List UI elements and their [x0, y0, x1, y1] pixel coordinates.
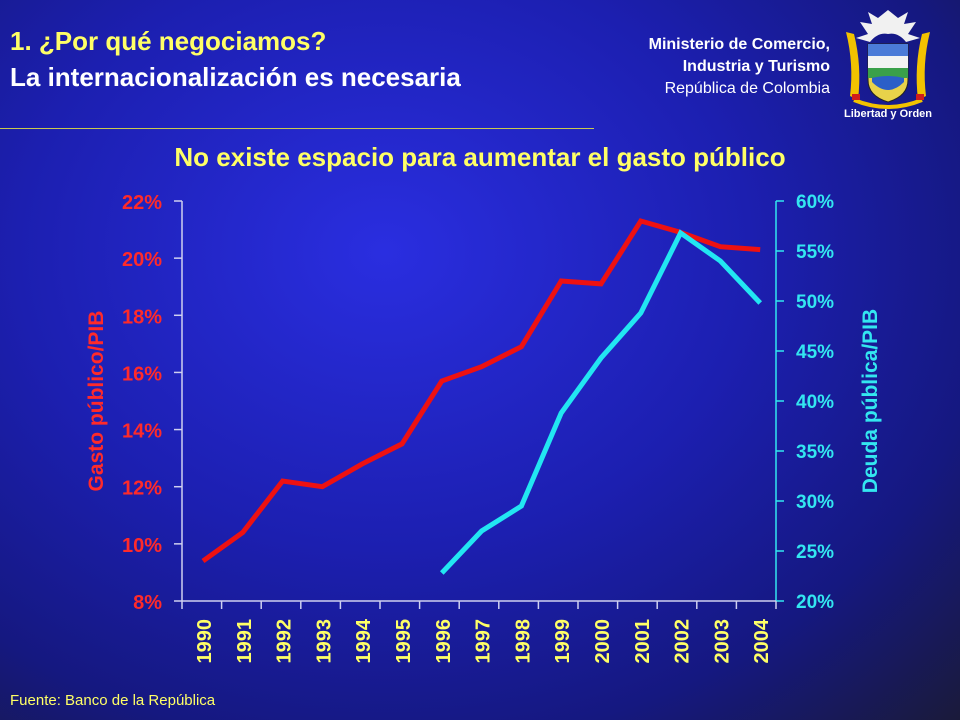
left-tick-label: 10% [122, 535, 162, 557]
right-axis-label: Deuda pública/PIB [859, 309, 882, 493]
x-tick-label: 1992 [274, 619, 296, 664]
x-tick-label: 1990 [194, 619, 216, 664]
x-tick-label: 1994 [353, 618, 375, 663]
coat-of-arms-icon [846, 10, 930, 109]
left-tick-label: 20% [122, 249, 162, 271]
right-tick-label: 30% [796, 492, 834, 513]
x-tick-label: 1999 [552, 619, 574, 664]
x-tick-label: 2001 [632, 619, 654, 664]
ministry-line1: Ministerio de Comercio, [648, 36, 830, 53]
motto-label: Libertad y Orden [843, 108, 933, 120]
gasto-publico-line [201, 218, 761, 564]
x-tick-label: 2002 [672, 619, 694, 664]
ministry-line3: República de Colombia [664, 80, 830, 97]
left-tick-label: 22% [122, 192, 162, 214]
x-tick-label: 1996 [433, 619, 455, 664]
left-tick-label: 8% [133, 592, 162, 614]
x-tick-label: 2003 [711, 619, 733, 664]
slide-subtitle: La internacionalización es necesaria [10, 62, 461, 92]
right-tick-label: 40% [796, 392, 834, 413]
title-divider [0, 128, 594, 129]
x-tick-label: 1998 [512, 619, 534, 664]
right-tick-label: 50% [796, 292, 834, 313]
ministry-block: Ministerio de Comercio, Industria y Turi… [649, 34, 830, 100]
right-tick-label: 60% [796, 192, 834, 213]
chart-title: No existe espacio para aumentar el gasto… [174, 142, 786, 172]
x-tick-label: 1991 [234, 619, 256, 664]
left-axis-label: Gasto público/PIB [85, 311, 108, 492]
right-tick-label: 35% [796, 442, 834, 463]
x-tick-label: 1995 [393, 619, 415, 664]
left-tick-label: 14% [122, 421, 162, 443]
right-tick-label: 45% [796, 342, 834, 363]
right-tick-label: 55% [796, 242, 834, 263]
x-tick-label: 1993 [313, 619, 335, 664]
left-tick-label: 12% [122, 478, 162, 500]
left-tick-label: 18% [122, 306, 162, 328]
x-tick-label: 2000 [592, 619, 614, 664]
slide-title: 1. ¿Por qué negociamos? [10, 26, 327, 56]
x-tick-label: 1997 [473, 619, 495, 664]
source-note: Fuente: Banco de la República [10, 692, 216, 709]
right-tick-label: 25% [796, 542, 834, 563]
ministry-line2: Industria y Turismo [682, 58, 830, 75]
deuda-publica-line [439, 229, 763, 575]
x-tick-label: 2004 [751, 618, 773, 663]
right-tick-label: 20% [796, 592, 834, 613]
left-tick-label: 16% [122, 363, 162, 385]
